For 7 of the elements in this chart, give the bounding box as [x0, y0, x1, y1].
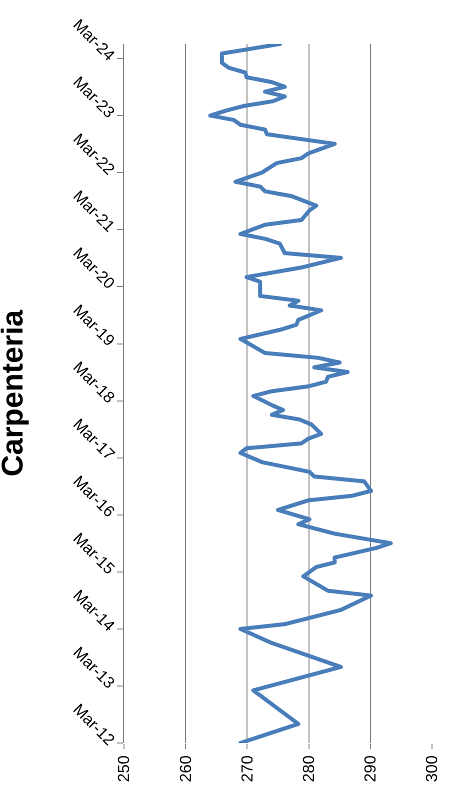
- x-tick-label: 300: [424, 755, 442, 782]
- x-tick-label: 270: [239, 755, 256, 782]
- x-tick-label: 280: [301, 755, 318, 782]
- text: Carpenteria: [0, 310, 30, 477]
- x-tick-label: 290: [362, 755, 380, 782]
- x-tick-label: 260: [178, 755, 195, 782]
- x-tick-label: 250: [116, 755, 134, 782]
